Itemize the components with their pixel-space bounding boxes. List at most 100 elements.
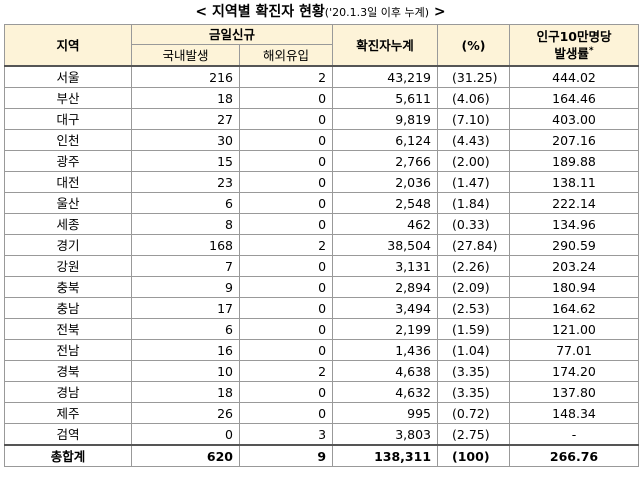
cell-total: 462	[332, 213, 439, 235]
cell-domestic: 15	[131, 150, 240, 172]
cell-total: 2,894	[332, 276, 439, 298]
cell-domestic: 7	[131, 255, 240, 277]
cell-overseas: 0	[238, 192, 334, 214]
cell-overseas: 0	[238, 381, 334, 403]
table-row: 제주 26 0 995 (0.72) 148.34	[4, 402, 640, 424]
table-row: 강원 7 0 3,131 (2.26) 203.24	[4, 255, 640, 277]
cell-overseas: 0	[238, 213, 334, 235]
cell-domestic: 216	[131, 65, 240, 88]
title-main: < 지역별 확진자 현황	[195, 4, 325, 20]
cell-pct: (4.06)	[437, 87, 511, 109]
header-rate-line1: 인구10만명당	[536, 28, 612, 44]
cell-overseas: 0	[238, 171, 334, 193]
cell-region: 경기	[4, 234, 132, 256]
cell-overseas: 0	[238, 402, 334, 424]
cell-pct: (2.53)	[437, 297, 511, 319]
cell-rate: 403.00	[509, 108, 640, 130]
cell-overseas: 0	[238, 129, 334, 151]
cell-pct: (2.75)	[437, 423, 511, 446]
table-row: 인천 30 0 6,124 (4.43) 207.16	[4, 129, 640, 151]
title-note: ('20.1.3일 이후 누계)	[324, 6, 429, 19]
cell-overseas: 3	[238, 423, 334, 446]
table-body: 서울 216 2 43,219 (31.25) 444.02 부산 18 0 5,611 (4.06…	[4, 65, 640, 467]
table-row: 전남 16 0 1,436 (1.04) 77.01	[4, 339, 640, 361]
table-row: 전북 6 0 2,199 (1.59) 121.00	[4, 318, 640, 340]
cell-pct: (100)	[437, 444, 511, 467]
cell-total: 1,436	[332, 339, 439, 361]
cell-total: 4,638	[332, 360, 439, 382]
cell-rate: 77.01	[509, 339, 640, 361]
cell-region: 전북	[4, 318, 132, 340]
cell-region: 충북	[4, 276, 132, 298]
cell-overseas: 2	[238, 360, 334, 382]
cell-pct: (3.35)	[437, 360, 511, 382]
cell-pct: (31.25)	[437, 65, 511, 88]
table-row: 세종 8 0 462 (0.33) 134.96	[4, 213, 640, 235]
table-row: 충북 9 0 2,894 (2.09) 180.94	[4, 276, 640, 298]
cell-rate: 164.46	[509, 87, 640, 109]
cell-domestic: 10	[131, 360, 240, 382]
cell-pct: (2.00)	[437, 150, 511, 172]
cell-total: 9,819	[332, 108, 439, 130]
title: < 지역별 확진자 현황('20.1.3일 이후 누계) >	[0, 0, 641, 24]
cell-total: 2,199	[332, 318, 439, 340]
header-region: 지역	[4, 24, 132, 67]
table-row: 총합계 620 9 138,311 (100) 266.76	[4, 444, 640, 467]
header-overseas: 해외유입	[238, 44, 334, 67]
cell-total: 43,219	[332, 65, 439, 88]
cell-region: 부산	[4, 87, 132, 109]
cell-overseas: 9	[238, 444, 334, 467]
cell-region: 경남	[4, 381, 132, 403]
cell-rate: 290.59	[509, 234, 640, 256]
header-rate-line2: 발생률	[554, 46, 589, 62]
cell-domestic: 6	[131, 318, 240, 340]
cell-domestic: 26	[131, 402, 240, 424]
cell-overseas: 0	[238, 255, 334, 277]
cell-region: 제주	[4, 402, 132, 424]
cell-overseas: 2	[238, 65, 334, 88]
cell-overseas: 0	[238, 87, 334, 109]
cell-rate: 164.62	[509, 297, 640, 319]
cell-domestic: 30	[131, 129, 240, 151]
cell-region: 충남	[4, 297, 132, 319]
cell-total: 4,632	[332, 381, 439, 403]
cell-overseas: 2	[238, 234, 334, 256]
cell-pct: (1.59)	[437, 318, 511, 340]
cell-overseas: 0	[238, 150, 334, 172]
cell-region: 경북	[4, 360, 132, 382]
cell-total: 2,036	[332, 171, 439, 193]
cell-total: 38,504	[332, 234, 439, 256]
cell-overseas: 0	[238, 297, 334, 319]
cell-pct: (0.72)	[437, 402, 511, 424]
title-end: >	[428, 4, 446, 20]
cell-domestic: 16	[131, 339, 240, 361]
cell-rate: 137.80	[509, 381, 640, 403]
cell-rate: 266.76	[509, 444, 640, 467]
table-row: 경북 10 2 4,638 (3.35) 174.20	[4, 360, 640, 382]
header-rate: 인구10만명당 발생률*	[509, 24, 640, 67]
cell-domestic: 17	[131, 297, 240, 319]
cell-domestic: 620	[131, 444, 240, 467]
table-row: 경남 18 0 4,632 (3.35) 137.80	[4, 381, 640, 403]
cell-rate: 174.20	[509, 360, 640, 382]
cell-domestic: 8	[131, 213, 240, 235]
cell-overseas: 0	[238, 339, 334, 361]
cell-pct: (2.26)	[437, 255, 511, 277]
cases-table: 지역 금일신규 확진자누계 (%) 인구10만명당 발생률* 국내발생 해외유입 …	[4, 24, 640, 467]
cell-rate: 207.16	[509, 129, 640, 151]
cell-domestic: 9	[131, 276, 240, 298]
cell-region: 대구	[4, 108, 132, 130]
cell-rate: 138.11	[509, 171, 640, 193]
cell-rate: -	[509, 423, 640, 446]
cell-total: 2,548	[332, 192, 439, 214]
cell-pct: (27.84)	[437, 234, 511, 256]
cell-region: 울산	[4, 192, 132, 214]
cell-domestic: 18	[131, 381, 240, 403]
cell-rate: 148.34	[509, 402, 640, 424]
cell-region: 인천	[4, 129, 132, 151]
cell-domestic: 0	[131, 423, 240, 446]
cell-region: 광주	[4, 150, 132, 172]
cell-total: 6,124	[332, 129, 439, 151]
cell-overseas: 0	[238, 276, 334, 298]
cell-domestic: 23	[131, 171, 240, 193]
